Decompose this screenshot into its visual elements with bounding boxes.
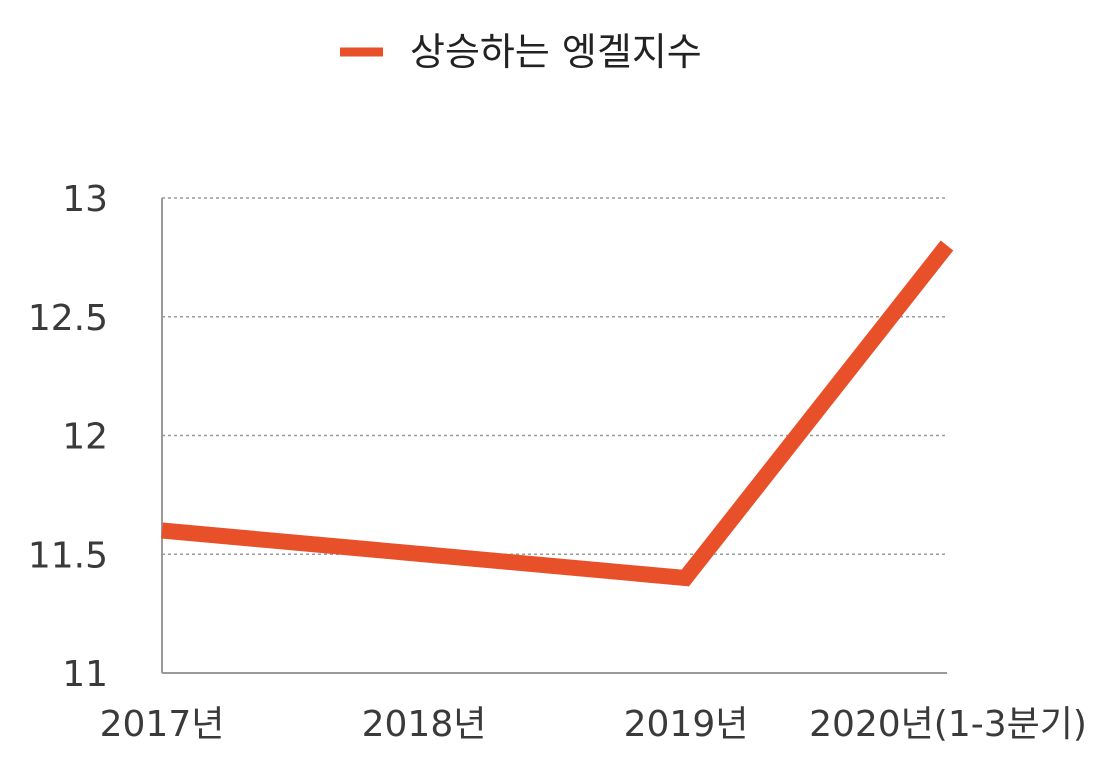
axes	[161, 198, 947, 674]
y-tick-label: 11	[62, 654, 108, 695]
legend-label: 상승하는 엥겔지수	[410, 30, 702, 74]
y-tick-label: 13	[62, 179, 108, 220]
x-axis-tick-labels: 2017년 2018년 2019년 2020년(1-3분기)	[100, 704, 1087, 745]
y-axis-tick-labels: 11 11.5 12 12.5 13	[28, 179, 108, 695]
gridlines	[162, 197, 947, 555]
x-tick-label: 2020년(1-3분기)	[809, 704, 1087, 745]
series-line	[161, 240, 954, 587]
legend: 상승하는 엥겔지수	[340, 30, 702, 74]
x-tick-label: 2018년	[362, 704, 487, 745]
x-tick-label: 2017년	[100, 704, 225, 745]
y-tick-label: 11.5	[28, 535, 108, 576]
x-tick-label: 2019년	[624, 704, 749, 745]
y-tick-label: 12	[62, 417, 108, 458]
series-layer	[161, 240, 954, 587]
y-tick-label: 12.5	[28, 298, 108, 339]
